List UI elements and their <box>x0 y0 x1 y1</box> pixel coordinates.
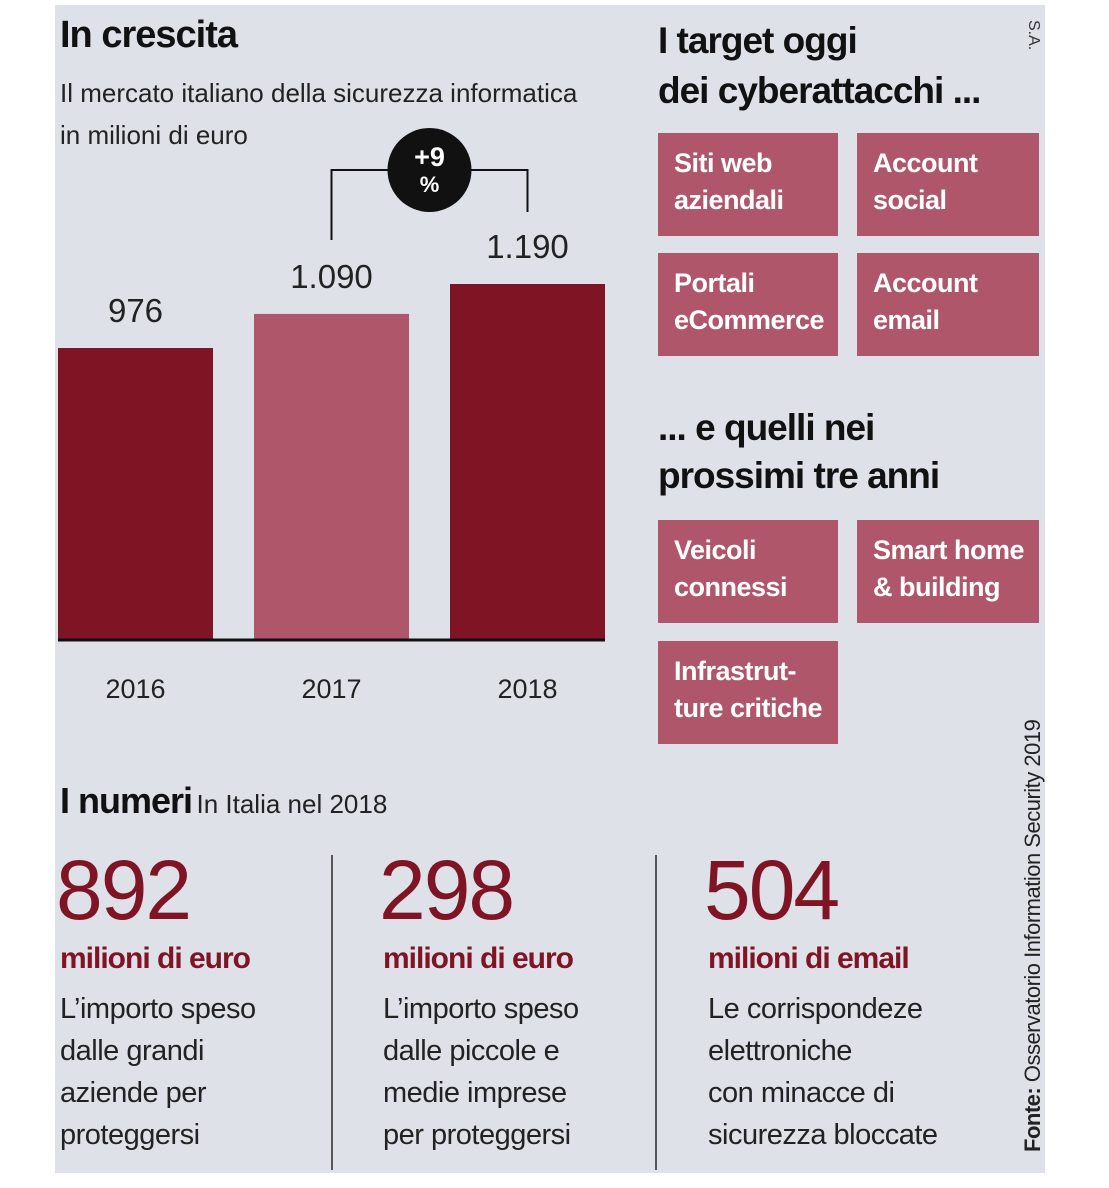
box-line: Siti web <box>674 148 773 178</box>
number-unit: milioni di euro <box>60 942 251 975</box>
box-line: eCommerce <box>674 305 825 335</box>
annotation: % <box>420 172 440 197</box>
number-text: dalle grandi <box>60 1035 204 1067</box>
x-tick-label: 2018 <box>497 674 557 704</box>
box-line: Account <box>873 148 978 178</box>
target-box: Veicoli connessi <box>658 520 838 623</box>
annotation: +9 <box>414 142 445 172</box>
credit: S.A. <box>1025 20 1042 51</box>
subtitle-line: in milioni di euro <box>60 120 248 150</box>
target-box: Infrastrut-ture critiche <box>658 641 838 744</box>
box-line: Portali <box>674 268 755 298</box>
bar <box>58 348 213 640</box>
bar <box>254 313 409 640</box>
box-line: email <box>873 305 940 335</box>
number-text: sicurezza bloccate <box>708 1119 938 1151</box>
value-label: 1.190 <box>486 228 569 265</box>
number-text: medie imprese <box>383 1077 567 1109</box>
number-text: Le corrispondeze <box>708 993 923 1025</box>
number-text: elettroniche <box>708 1035 852 1067</box>
number-text: per proteggersi <box>383 1119 571 1151</box>
number-text: L’importo speso <box>60 993 256 1025</box>
number-text: proteggersi <box>60 1119 200 1151</box>
box-line: Infrastrut- <box>674 656 797 686</box>
big-number: 298 <box>379 843 515 937</box>
targets-future-title: ... e quelli nei prossimi tre anni <box>658 404 940 500</box>
target-box: Account email <box>857 253 1039 356</box>
separator <box>655 855 657 1170</box>
box-line: & building <box>873 572 1000 602</box>
source: Fonte: Osservatorio Information Security… <box>1020 720 1046 1152</box>
number-text: aziende per <box>60 1077 207 1109</box>
box-line: aziendali <box>674 185 784 215</box>
target-box: Smart home & building <box>857 520 1039 623</box>
big-number: 504 <box>704 843 840 937</box>
numbers-header: I numeri In Italia nel 2018 <box>60 780 387 822</box>
number-text: dalle piccole e <box>383 1035 560 1067</box>
numbers-title: I numeri <box>60 780 193 821</box>
numbers-subtitle: In Italia nel 2018 <box>196 789 388 819</box>
target-box: Account social <box>857 133 1039 236</box>
value-label: 976 <box>108 292 163 329</box>
box-line: social <box>873 185 947 215</box>
bar <box>450 284 605 640</box>
x-tick-label: 2016 <box>105 674 165 704</box>
source-label: Fonte: <box>1020 1087 1045 1152</box>
box-line: Account <box>873 268 978 298</box>
x-tick-label: 2017 <box>301 674 361 704</box>
target-box: Siti web aziendali <box>658 133 838 236</box>
box-line: ture critiche <box>674 693 823 723</box>
box-line: Smart home <box>873 535 1025 565</box>
box-line: connessi <box>674 572 788 602</box>
separator <box>331 855 333 1170</box>
targets-now-title: I target oggi dei cyberattacchi ... <box>658 16 981 116</box>
number-text: L’importo speso <box>383 993 579 1025</box>
number-unit: milioni di euro <box>383 942 574 975</box>
subtitle-line: Il mercato italiano della sicurezza info… <box>60 78 578 108</box>
big-number: 892 <box>56 843 192 937</box>
source-text: Osservatorio Information Security 2019 <box>1020 719 1045 1083</box>
chart-subtitle: Il mercato italiano della sicurezza info… <box>60 72 577 156</box>
chart-title: In crescita <box>60 14 238 56</box>
box-line: Veicoli <box>674 535 757 565</box>
title-line: ... e quelli nei <box>658 407 875 448</box>
value-label: 1.090 <box>290 258 373 295</box>
annotation-badge <box>387 128 472 212</box>
chart: 976 2016 1.090 2017 1.190 2018 +9% <box>58 128 605 704</box>
title-line: prossimi tre anni <box>658 455 940 496</box>
target-box: Portali eCommerce <box>658 253 838 356</box>
title-line: dei cyberattacchi ... <box>658 70 981 111</box>
number-unit: milioni di email <box>708 942 910 975</box>
number-text: con minacce di <box>708 1077 895 1109</box>
title-line: I target oggi <box>658 20 858 61</box>
